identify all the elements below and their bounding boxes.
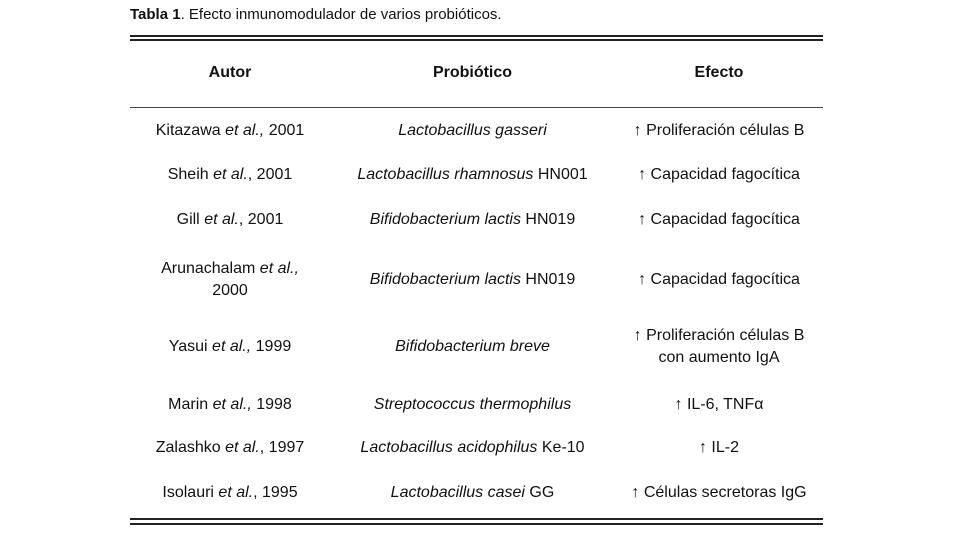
author-cell: Zalashko et al., 1997 — [130, 436, 330, 460]
table-header-row: Autor Probiótico Efecto — [130, 60, 823, 86]
probiotic-cell: Streptococcus thermophilus — [330, 393, 615, 417]
effect-cell: ↑ IL-2 — [698, 439, 739, 456]
author-etal: et al. — [204, 211, 239, 228]
probiotic-cell: Bifidobacterium lactis HN019 — [330, 268, 615, 292]
author-year: , 2001 — [238, 211, 284, 228]
effect-line-1: ↑ Proliferación células B — [633, 327, 805, 344]
top-rule-1 — [130, 35, 823, 37]
caption-text: . Efecto inmunomodulador de varios probi… — [180, 6, 502, 23]
probiotic-cell: Bifidobacterium breve — [330, 335, 615, 359]
author-cell: Marin et al., 1998 — [130, 393, 330, 417]
author-year: , 2001 — [247, 166, 293, 183]
effect-cell: ↑ Células secretoras IgG — [631, 484, 807, 501]
author-cell: Arunachalam et al., 2000 — [130, 258, 330, 302]
effect-cell: ↑ Proliferación células B — [633, 122, 805, 139]
author-name: Marin — [168, 396, 209, 413]
author-etal: et al., — [259, 260, 299, 277]
author-name: Kitazawa — [155, 122, 221, 139]
probiotic-species: Lactobacillus acidophilus — [360, 439, 538, 456]
table-row: Sheih et al., 2001 Lactobacillus rhamnos… — [130, 162, 823, 188]
table-row: Gill et al., 2001 Bifidobacterium lactis… — [130, 207, 823, 233]
probiotic-cell: Lactobacillus casei GG — [330, 481, 615, 505]
table-row: Zalashko et al., 1997 Lactobacillus acid… — [130, 435, 823, 461]
header-autor: Autor — [208, 64, 252, 81]
author-cell: Isolauri et al., 1995 — [130, 481, 330, 505]
probiotic-strain: Ke-10 — [541, 439, 585, 456]
probiotic-strain: GG — [529, 484, 555, 501]
probiotic-species: Bifidobacterium breve — [395, 338, 550, 355]
author-cell: Gill et al., 2001 — [130, 208, 330, 232]
probiotic-species: Lactobacillus rhamnosus — [357, 166, 534, 183]
effect-cell: ↑ Proliferación células B con aumento IgA — [615, 325, 823, 369]
author-name: Zalashko — [155, 439, 221, 456]
author-name: Sheih — [167, 166, 209, 183]
author-year: 2000 — [212, 282, 248, 299]
probiotic-species: Lactobacillus casei — [390, 484, 525, 501]
author-year: 2001 — [268, 122, 305, 139]
effect-cell: ↑ Capacidad fagocítica — [638, 166, 800, 183]
table-row: Yasui et al., 1999 Bifidobacterium breve… — [130, 323, 823, 371]
header-divider — [130, 107, 823, 108]
header-probiotico: Probiótico — [432, 64, 513, 81]
probiotic-cell: Lactobacillus gasseri — [330, 119, 615, 143]
probiotic-species: Bifidobacterium lactis — [369, 271, 521, 288]
caption-label: Tabla 1 — [130, 6, 181, 23]
author-cell: Yasui et al., 1999 — [130, 335, 330, 359]
effect-cell: ↑ Capacidad fagocítica — [638, 271, 800, 288]
table-row: Arunachalam et al., 2000 Bifidobacterium … — [130, 254, 823, 306]
table-row: Marin et al., 1998 Streptococcus thermop… — [130, 392, 823, 418]
table-caption: Tabla 1. Efecto inmunomodulador de vario… — [130, 5, 502, 25]
bottom-rule-1 — [130, 518, 823, 520]
author-cell: Sheih et al., 2001 — [130, 163, 330, 187]
author-etal: et al., — [212, 396, 252, 413]
author-cell: Kitazawa et al., 2001 — [130, 119, 330, 143]
probiotic-cell: Lactobacillus rhamnosus HN001 — [330, 163, 615, 187]
probiotic-cell: Bifidobacterium lactis HN019 — [330, 208, 615, 232]
probiotic-species: Bifidobacterium lactis — [369, 211, 521, 228]
effect-cell: ↑ Capacidad fagocítica — [638, 211, 800, 228]
author-year: 1999 — [255, 338, 292, 355]
probiotic-strain: HN001 — [537, 166, 588, 183]
probiotic-species: Lactobacillus gasseri — [398, 122, 547, 139]
table-row: Kitazawa et al., 2001 Lactobacillus gass… — [130, 118, 823, 144]
author-year: , 1995 — [253, 484, 298, 501]
top-rule-2 — [130, 39, 823, 41]
effect-line-2: con aumento IgA — [658, 349, 780, 366]
header-efecto: Efecto — [694, 64, 744, 81]
author-name: Isolauri — [162, 484, 214, 501]
author-etal: et al. — [218, 484, 254, 501]
probiotic-strain: HN019 — [525, 211, 576, 228]
author-name: Yasui — [168, 338, 208, 355]
probiotic-strain: HN019 — [525, 271, 576, 288]
author-etal: et al., — [225, 122, 265, 139]
author-name: Arunachalam — [161, 260, 256, 277]
author-etal: et al. — [225, 439, 260, 456]
author-etal: et al., — [212, 338, 252, 355]
probiotic-cell: Lactobacillus acidophilus Ke-10 — [330, 436, 615, 460]
author-year: 1998 — [256, 396, 292, 413]
author-year: , 1997 — [259, 439, 305, 456]
author-etal: et al. — [213, 166, 248, 183]
effect-cell: ↑ IL-6, TNFα — [674, 396, 764, 413]
bottom-rule-2 — [130, 523, 823, 525]
probiotic-species: Streptococcus thermophilus — [373, 396, 572, 413]
table-row: Isolauri et al., 1995 Lactobacillus case… — [130, 480, 823, 506]
author-name: Gill — [176, 211, 200, 228]
